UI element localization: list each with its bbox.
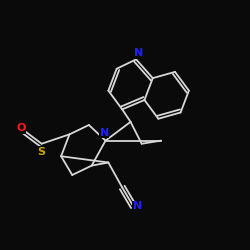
Text: S: S [38, 146, 46, 156]
Text: O: O [16, 123, 26, 133]
Text: N: N [134, 48, 143, 58]
Text: N: N [100, 128, 109, 138]
Text: N: N [133, 201, 142, 211]
